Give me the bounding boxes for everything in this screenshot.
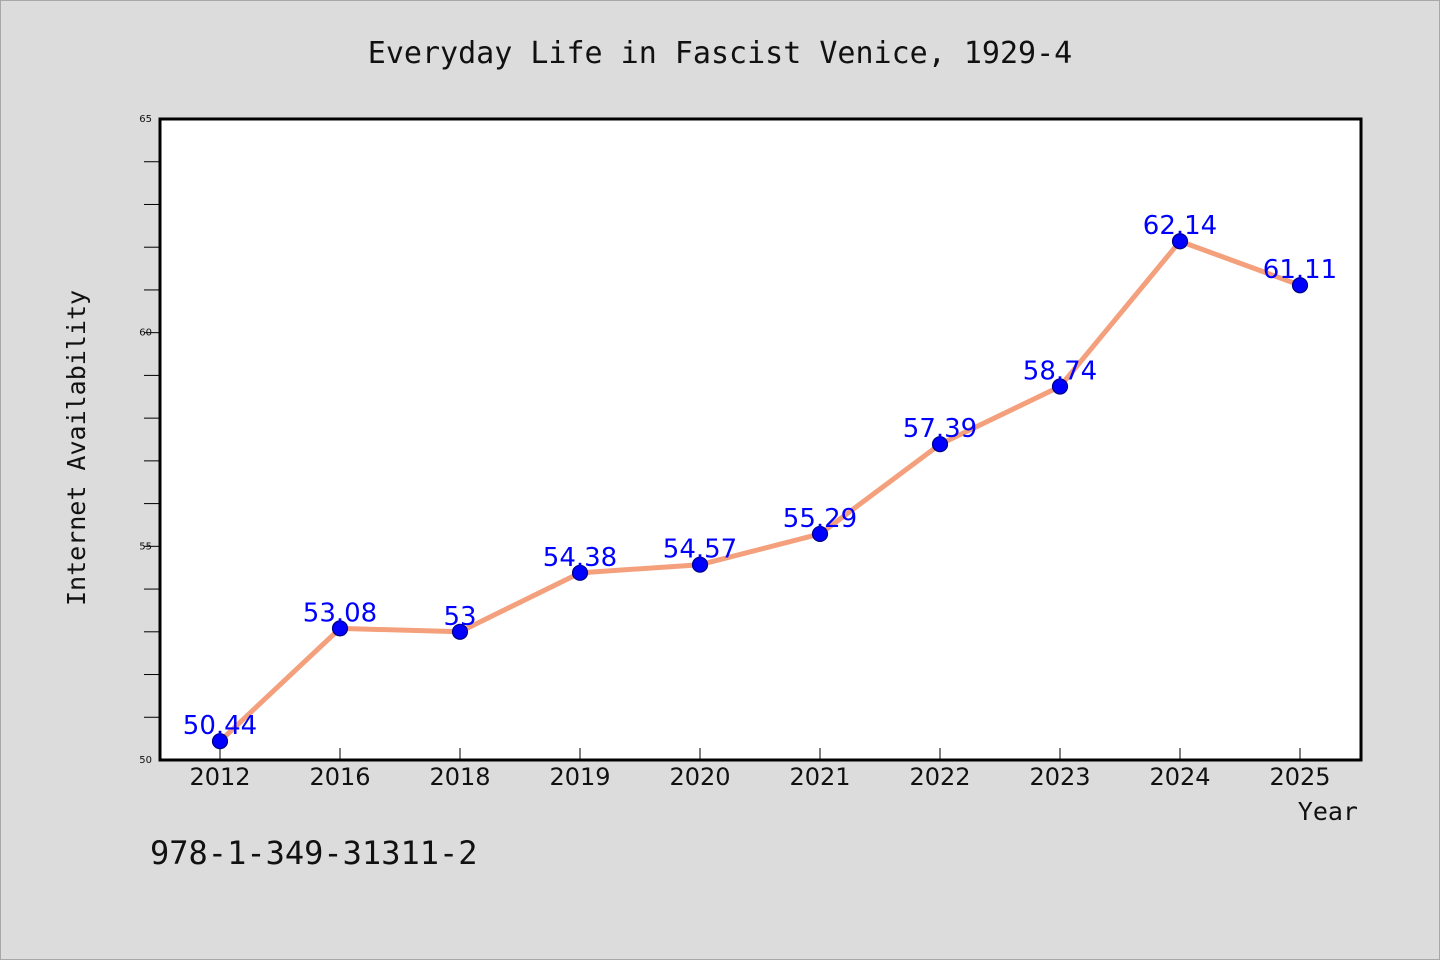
data-point bbox=[1051, 378, 1069, 395]
data-point bbox=[811, 525, 829, 543]
y-axis-label: Internet Availability bbox=[62, 290, 91, 606]
y-tick-label: 60 bbox=[139, 328, 152, 339]
y-tick-label: 65 bbox=[139, 114, 152, 125]
data-label: 54.57 bbox=[663, 535, 737, 565]
x-tick-label: 2022 bbox=[909, 763, 970, 791]
data-point bbox=[211, 733, 229, 750]
data-label: 53.08 bbox=[303, 598, 377, 628]
x-tick-label: 2024 bbox=[1149, 763, 1210, 791]
x-axis-label: Year bbox=[1298, 797, 1358, 826]
data-point bbox=[451, 623, 469, 640]
data-label: 57.39 bbox=[903, 414, 977, 444]
x-tick-label: 2019 bbox=[549, 763, 610, 791]
series-markers bbox=[211, 233, 1309, 750]
data-label: 54.38 bbox=[543, 543, 617, 573]
x-tick-label: 2025 bbox=[1269, 763, 1330, 791]
series-line bbox=[217, 238, 1303, 744]
isbn-footer: 978-1-349-31311-2 bbox=[150, 834, 478, 872]
data-point bbox=[691, 556, 709, 573]
data-point bbox=[571, 564, 589, 581]
y-tick-label: 50 bbox=[139, 755, 152, 766]
plot-border bbox=[158, 117, 1363, 762]
data-label: 61.11 bbox=[1263, 255, 1337, 285]
chart-title: Everyday Life in Fascist Venice, 1929-4 bbox=[368, 36, 1072, 71]
data-label: 53 bbox=[443, 602, 476, 632]
plot-area bbox=[160, 119, 1361, 760]
y-tick-label: 55 bbox=[139, 541, 152, 552]
x-tick-label: 2016 bbox=[309, 763, 370, 791]
data-point bbox=[1291, 277, 1309, 294]
x-axis-ticks: 2012 2016 2018 2019 2020 2021 2022 2023 2024 2025 bbox=[189, 748, 1331, 791]
x-tick-label: 2018 bbox=[429, 763, 490, 791]
data-label: 62.14 bbox=[1143, 211, 1217, 241]
data-label: 55.29 bbox=[783, 504, 857, 534]
data-label: 58.74 bbox=[1023, 357, 1097, 387]
data-point bbox=[931, 436, 949, 453]
y-axis-ticks: 50 55 60 65 bbox=[139, 114, 160, 766]
data-point bbox=[1171, 233, 1189, 250]
x-tick-label: 2021 bbox=[789, 763, 850, 791]
data-label: 50.44 bbox=[183, 711, 257, 741]
x-tick-label: 2012 bbox=[189, 763, 250, 791]
data-labels: 50.44 53.08 53 54.38 54.57 55.29 57.39 58.74 62.… bbox=[183, 211, 1337, 741]
data-point bbox=[331, 620, 349, 637]
x-tick-label: 2020 bbox=[669, 763, 730, 791]
x-tick-label: 2023 bbox=[1029, 763, 1090, 791]
